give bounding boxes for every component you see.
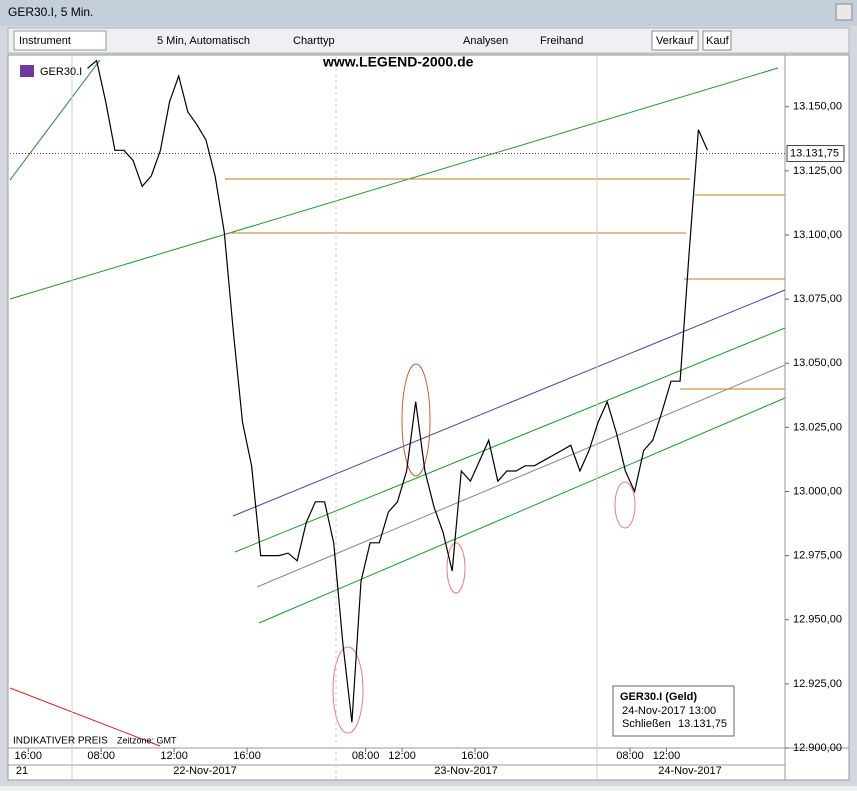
watermark: www.LEGEND-2000.de xyxy=(322,54,474,70)
freehand-menu[interactable]: Freihand xyxy=(540,35,583,47)
y-tick-label: 12.975,00 xyxy=(793,550,842,562)
x-tick-label: 16:00 xyxy=(233,750,261,762)
timezone: Zeitzone: GMT xyxy=(117,735,177,745)
sell-button[interactable] xyxy=(651,30,699,51)
x-tick-label: 08:00 xyxy=(87,750,115,762)
y-tick-label: 13.150,00 xyxy=(793,101,842,113)
chart-area xyxy=(7,54,850,781)
analyses-menu[interactable]: Analysen xyxy=(463,35,508,47)
date-label: 24-Nov-2017 xyxy=(658,765,722,777)
instrument-placeholder: Instrument xyxy=(19,35,71,47)
trend-line xyxy=(232,289,786,517)
highlight-ellipse xyxy=(332,646,364,734)
trend-line xyxy=(9,59,101,181)
highlight-ellipse xyxy=(401,363,431,477)
series-label: GER30.I xyxy=(40,66,82,78)
last-price-box xyxy=(786,145,845,163)
y-tick-label: 12.900,00 xyxy=(793,742,842,754)
x-tick-label: 16:00 xyxy=(14,750,42,762)
y-tick-label: 13.100,00 xyxy=(793,229,842,241)
y-tick-label: 13.075,00 xyxy=(793,293,842,305)
instrument-input[interactable] xyxy=(13,30,107,51)
highlight-ellipse xyxy=(446,542,466,594)
last-price-label: 13.131,75 xyxy=(790,147,839,159)
close-button[interactable] xyxy=(835,3,853,21)
x-tick-label: 12:00 xyxy=(388,750,416,762)
price-line xyxy=(87,59,709,723)
x-tick-label: 16:00 xyxy=(461,750,489,762)
date-label: 21 xyxy=(16,765,28,777)
drawings xyxy=(9,56,786,780)
trend-line xyxy=(9,687,161,747)
date-label: 23-Nov-2017 xyxy=(434,765,498,777)
interval-menu[interactable]: 5 Min, Automatisch xyxy=(157,35,250,47)
buy-button[interactable] xyxy=(702,30,732,51)
x-tick-label: 08:00 xyxy=(352,750,380,762)
date-label: 22-Nov-2017 xyxy=(173,765,237,777)
y-tick-label: 13.050,00 xyxy=(793,357,842,369)
y-tick-label: 13.025,00 xyxy=(793,421,842,433)
y-tick-label: 13.000,00 xyxy=(793,485,842,497)
charttype-menu[interactable]: Charttyp xyxy=(293,35,335,47)
trend-line xyxy=(234,327,786,553)
y-tick-label: 13.125,00 xyxy=(793,165,842,177)
title-bar xyxy=(0,0,857,26)
info-title: GER30.I (Geld) xyxy=(620,691,697,703)
info-box-frame xyxy=(612,685,735,737)
info-date: 24-Nov-2017 13:00 xyxy=(622,705,716,717)
buy-label: Kauf xyxy=(706,35,730,47)
instrument-icon xyxy=(20,65,34,77)
trend-line xyxy=(9,67,779,300)
window-title: GER30.I, 5 Min. xyxy=(8,5,93,19)
y-tick-label: 12.950,00 xyxy=(793,614,842,626)
x-tick-label: 08:00 xyxy=(616,750,644,762)
trend-line xyxy=(256,364,786,588)
info-box: GER30.I (Geld) 24-Nov-2017 13:00 Schließ… xyxy=(612,685,735,737)
footnote: INDIKATIVER PREIS xyxy=(13,736,108,747)
x-tick-label: 12:00 xyxy=(160,750,188,762)
y-tick-label: 12.925,00 xyxy=(793,678,842,690)
trend-line xyxy=(258,397,786,624)
highlight-ellipse xyxy=(614,481,636,529)
x-tick-label: 12:00 xyxy=(653,750,681,762)
info-close-label: Schließen xyxy=(622,718,671,730)
info-close-value: 13.131,75 xyxy=(678,718,727,730)
sell-label: Verkauf xyxy=(656,35,694,47)
